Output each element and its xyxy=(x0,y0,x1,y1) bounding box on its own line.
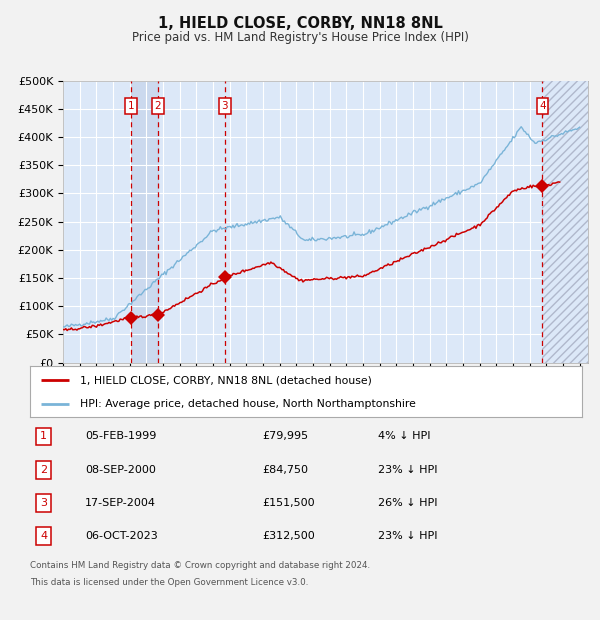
Text: 1: 1 xyxy=(40,432,47,441)
Text: 4: 4 xyxy=(539,101,546,111)
Text: 4: 4 xyxy=(40,531,47,541)
Text: 3: 3 xyxy=(221,101,228,111)
Text: £84,750: £84,750 xyxy=(262,465,308,475)
Text: 2: 2 xyxy=(155,101,161,111)
Text: Contains HM Land Registry data © Crown copyright and database right 2024.: Contains HM Land Registry data © Crown c… xyxy=(30,561,370,570)
Text: Price paid vs. HM Land Registry's House Price Index (HPI): Price paid vs. HM Land Registry's House … xyxy=(131,31,469,44)
Text: £312,500: £312,500 xyxy=(262,531,314,541)
Text: £79,995: £79,995 xyxy=(262,432,308,441)
Text: 06-OCT-2023: 06-OCT-2023 xyxy=(85,531,158,541)
Text: HPI: Average price, detached house, North Northamptonshire: HPI: Average price, detached house, Nort… xyxy=(80,399,416,409)
Text: 08-SEP-2000: 08-SEP-2000 xyxy=(85,465,156,475)
Text: 05-FEB-1999: 05-FEB-1999 xyxy=(85,432,157,441)
Text: 1, HIELD CLOSE, CORBY, NN18 8NL (detached house): 1, HIELD CLOSE, CORBY, NN18 8NL (detache… xyxy=(80,375,371,385)
Text: 2: 2 xyxy=(40,465,47,475)
Text: 1: 1 xyxy=(128,101,134,111)
Text: 23% ↓ HPI: 23% ↓ HPI xyxy=(378,465,437,475)
Text: £151,500: £151,500 xyxy=(262,498,314,508)
Text: 3: 3 xyxy=(40,498,47,508)
Text: 23% ↓ HPI: 23% ↓ HPI xyxy=(378,531,437,541)
Text: 4% ↓ HPI: 4% ↓ HPI xyxy=(378,432,430,441)
Bar xyxy=(131,81,158,363)
Text: 26% ↓ HPI: 26% ↓ HPI xyxy=(378,498,437,508)
Text: This data is licensed under the Open Government Licence v3.0.: This data is licensed under the Open Gov… xyxy=(30,578,308,588)
Text: 1, HIELD CLOSE, CORBY, NN18 8NL: 1, HIELD CLOSE, CORBY, NN18 8NL xyxy=(158,16,442,30)
Text: 17-SEP-2004: 17-SEP-2004 xyxy=(85,498,156,508)
Bar xyxy=(542,81,588,363)
